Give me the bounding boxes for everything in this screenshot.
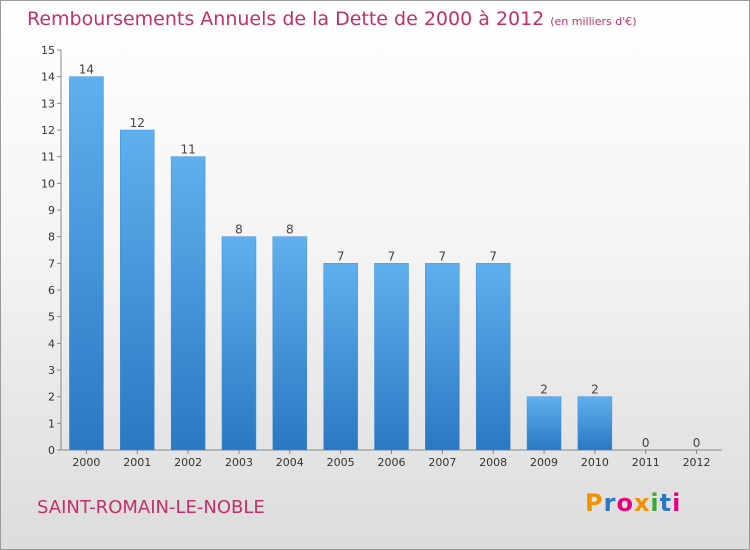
y-tick-label: 7: [48, 257, 55, 270]
data-label: 7: [489, 249, 497, 263]
bar: [577, 396, 613, 451]
x-tick-label: 2005: [327, 456, 355, 469]
proxiti-logo[interactable]: Proxiti: [585, 489, 681, 517]
bar: [221, 236, 257, 451]
data-label: 0: [693, 436, 701, 450]
bar: [475, 263, 511, 451]
y-tick-label: 6: [48, 284, 55, 297]
y-tick-label: 10: [41, 177, 55, 190]
x-tick-label: 2010: [581, 456, 609, 469]
data-label: 8: [286, 223, 294, 237]
chart-title-block: Remboursements Annuels de la Dette de 20…: [27, 8, 637, 30]
bar: [526, 396, 562, 451]
data-label: 2: [591, 383, 599, 397]
x-tick-label: 2007: [428, 456, 456, 469]
data-label: 2: [540, 383, 548, 397]
logo-letter: o: [616, 489, 634, 517]
bar: [69, 76, 104, 451]
chart-bars: [69, 76, 613, 451]
y-tick-label: 15: [41, 44, 55, 57]
data-label: 7: [337, 249, 345, 263]
data-label: 14: [79, 63, 94, 77]
logo-letter: P: [585, 489, 604, 517]
x-tick-label: 2002: [174, 456, 202, 469]
bar: [170, 156, 206, 451]
y-tick-label: 9: [48, 204, 55, 217]
y-tick-label: 14: [41, 71, 55, 84]
data-label: 11: [180, 143, 195, 157]
x-tick-label: 2008: [479, 456, 507, 469]
x-tick-label: 2012: [683, 456, 711, 469]
data-label: 8: [235, 223, 243, 237]
chart-title: Remboursements Annuels de la Dette de 20…: [27, 8, 545, 30]
data-label: 0: [642, 436, 650, 450]
x-tick-label: 2001: [123, 456, 151, 469]
y-tick-label: 11: [41, 151, 55, 164]
x-tick-label: 2009: [530, 456, 558, 469]
bar: [425, 263, 460, 451]
y-tick-label: 12: [41, 124, 55, 137]
commune-name: SAINT-ROMAIN-LE-NOBLE: [37, 497, 265, 518]
logo-letter: i: [672, 489, 682, 517]
logo-letter: x: [633, 489, 651, 517]
logo-letter: r: [603, 489, 617, 517]
data-label: 7: [439, 249, 447, 263]
data-label: 12: [130, 116, 145, 130]
chart-labels: 2000142001122002112003820048200572006720…: [72, 63, 710, 469]
y-tick-label: 13: [41, 97, 55, 110]
y-tick-label: 5: [48, 311, 55, 324]
y-tick-label: 0: [48, 444, 55, 457]
x-tick-label: 2006: [378, 456, 406, 469]
x-tick-label: 2004: [276, 456, 304, 469]
bar: [374, 263, 409, 451]
bar: [323, 263, 358, 451]
logo-letter: i: [650, 489, 660, 517]
chart-subtitle: (en milliers d'€): [550, 15, 637, 28]
x-tick-label: 2003: [225, 456, 253, 469]
y-tick-label: 2: [48, 391, 55, 404]
x-tick-label: 2000: [72, 456, 100, 469]
y-tick-label: 3: [48, 364, 55, 377]
bar: [272, 236, 308, 451]
y-tick-label: 4: [48, 337, 55, 350]
bar: [120, 129, 155, 451]
x-tick-label: 2011: [632, 456, 660, 469]
y-tick-label: 8: [48, 231, 55, 244]
y-tick-label: 1: [48, 417, 55, 430]
logo-letter: t: [659, 489, 673, 517]
data-label: 7: [388, 249, 396, 263]
